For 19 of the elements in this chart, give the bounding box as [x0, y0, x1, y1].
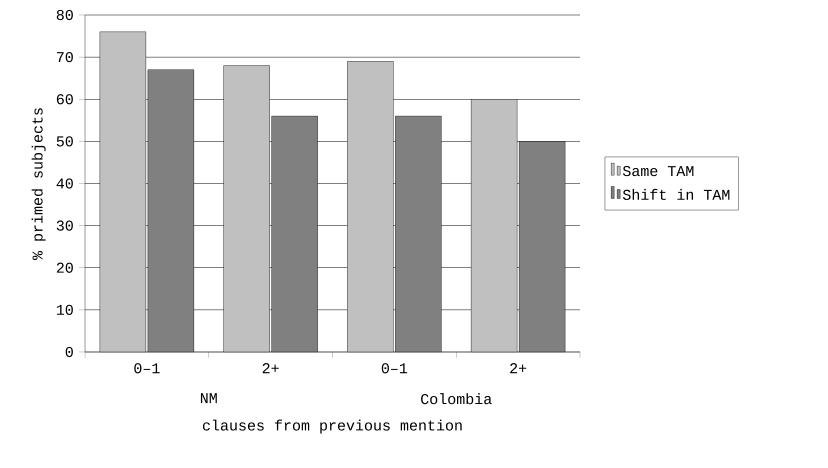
text: NM	[200, 393, 217, 404]
legend-label: Same TAM	[622, 166, 694, 176]
x-tick-label: 0–1	[382, 363, 408, 374]
y-tick-label: 50	[56, 136, 73, 146]
y-tick-label: 20	[56, 262, 73, 273]
y-tick-label: 0	[66, 346, 73, 358]
y-tick-label: 30	[56, 220, 73, 231]
y-tick-label: 70	[56, 52, 73, 62]
y-axis-title: % primed subjects	[32, 108, 46, 260]
text: Colombia	[421, 393, 492, 404]
x-tick-label: 2+	[510, 363, 526, 374]
x-axis-title: clauses from previous mention	[202, 420, 462, 434]
y-tick-label: 80	[56, 10, 73, 20]
x-tick-label: 2+	[262, 363, 279, 374]
y-tick-label: 60	[56, 94, 73, 104]
legend-label: Shift in TAM	[622, 188, 730, 200]
y-tick-label: 40	[56, 178, 73, 189]
y-tick-label: 10	[56, 304, 73, 315]
x-tick-label: 0–1	[134, 363, 160, 374]
